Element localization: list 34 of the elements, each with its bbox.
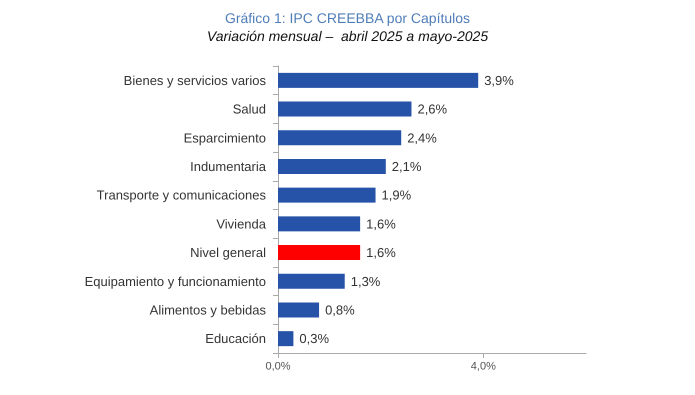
data-label: 1,9% <box>382 188 412 203</box>
y-tick-label: Alimentos y bebidas <box>150 302 266 318</box>
data-label: 0,8% <box>325 302 356 318</box>
y-tick-label: Vivienda <box>216 216 267 232</box>
bar <box>278 188 376 203</box>
bar <box>278 102 412 117</box>
data-label: 3,9% <box>484 72 514 88</box>
bar <box>278 72 478 88</box>
data-label: 1,6% <box>366 216 396 232</box>
data-label: 0,3% <box>299 331 330 346</box>
bar <box>278 274 345 289</box>
data-label: 2,1% <box>392 158 422 174</box>
data-label: 2,4% <box>407 130 438 146</box>
data-label: 2,6% <box>417 102 448 117</box>
y-tick-label: Equipamiento y funcionamiento <box>84 274 266 289</box>
bar <box>278 245 360 260</box>
chart-title: Gráfico 1: IPC CREEBBA por Capítulos <box>224 10 470 26</box>
data-label: 1,6% <box>366 245 396 260</box>
y-tick-label: Salud <box>232 102 266 117</box>
x-tick-label: 4,0% <box>470 360 496 372</box>
bar <box>278 331 294 346</box>
bar <box>278 216 360 232</box>
bar <box>278 302 320 318</box>
data-label: 1,3% <box>350 274 381 289</box>
y-tick-label: Indumentaria <box>190 158 267 174</box>
bar <box>278 158 386 174</box>
y-tick-label: Nivel general <box>190 245 266 260</box>
x-tick-label: 0,0% <box>265 360 291 372</box>
y-tick-label: Transporte y comunicaciones <box>96 188 266 203</box>
chart-subtitle: Variación mensual – abril 2025 a mayo-2025 <box>206 28 488 44</box>
bar <box>278 130 402 146</box>
y-tick-label: Esparcimiento <box>184 130 266 146</box>
y-tick-label: Bienes y servicios varios <box>124 72 266 88</box>
y-tick-label: Educación <box>205 331 266 346</box>
